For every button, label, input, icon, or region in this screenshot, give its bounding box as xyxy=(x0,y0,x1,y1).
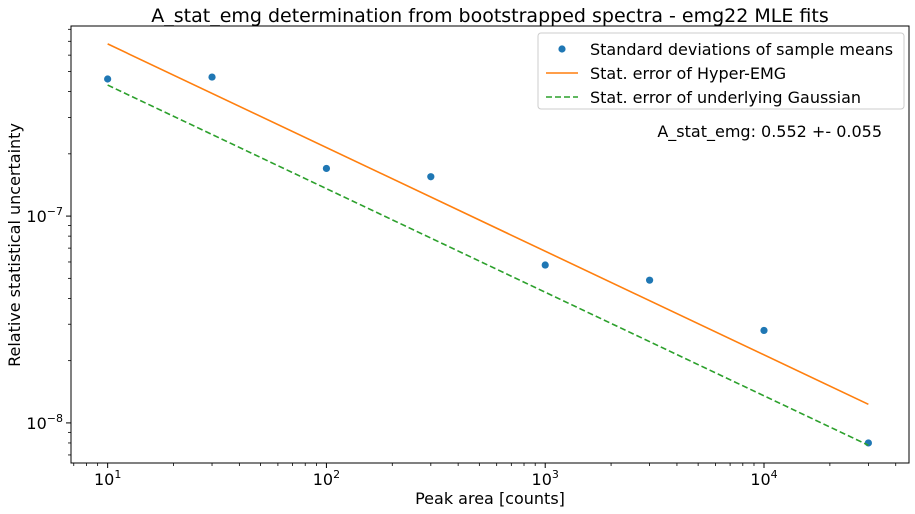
x-axis-label: Peak area [counts] xyxy=(415,489,565,508)
data-point xyxy=(427,173,435,181)
legend-label: Standard deviations of sample means xyxy=(590,40,893,59)
y-tick-label: 10−8 xyxy=(26,412,63,433)
x-tick-label: 101 xyxy=(94,468,121,489)
x-tick-label: 103 xyxy=(532,468,559,489)
data-point xyxy=(208,73,216,81)
hyper-emg-line xyxy=(107,43,869,406)
fit-annotation: A_stat_emg: 0.552 +- 0.055 xyxy=(657,122,882,142)
data-point xyxy=(541,261,549,269)
data-point xyxy=(760,326,768,335)
plot-area xyxy=(104,43,872,447)
legend: Standard deviations of sample means Stat.… xyxy=(537,32,905,110)
y-axis: 10−8 10−7 xyxy=(26,28,71,456)
x-tick-label: 104 xyxy=(750,468,777,489)
chart-title: A_stat_emg determination from bootstrapp… xyxy=(151,5,829,27)
data-point xyxy=(646,276,654,284)
legend-frame xyxy=(537,32,905,110)
y-axis-label: Relative statistical uncertainty xyxy=(5,123,24,367)
data-point xyxy=(864,439,872,447)
x-axis: 101 102 103 104 xyxy=(73,463,897,489)
x-tick-label: 102 xyxy=(313,468,340,489)
plot-frame xyxy=(70,25,910,464)
gaussian-error-line xyxy=(107,84,869,446)
legend-label: Stat. error of Hyper-EMG xyxy=(590,64,786,83)
data-point xyxy=(322,164,331,173)
legend-marker xyxy=(558,45,566,53)
data-point xyxy=(104,75,112,83)
legend-label: Stat. error of underlying Gaussian xyxy=(590,88,861,107)
y-tick-label: 10−7 xyxy=(26,205,63,226)
